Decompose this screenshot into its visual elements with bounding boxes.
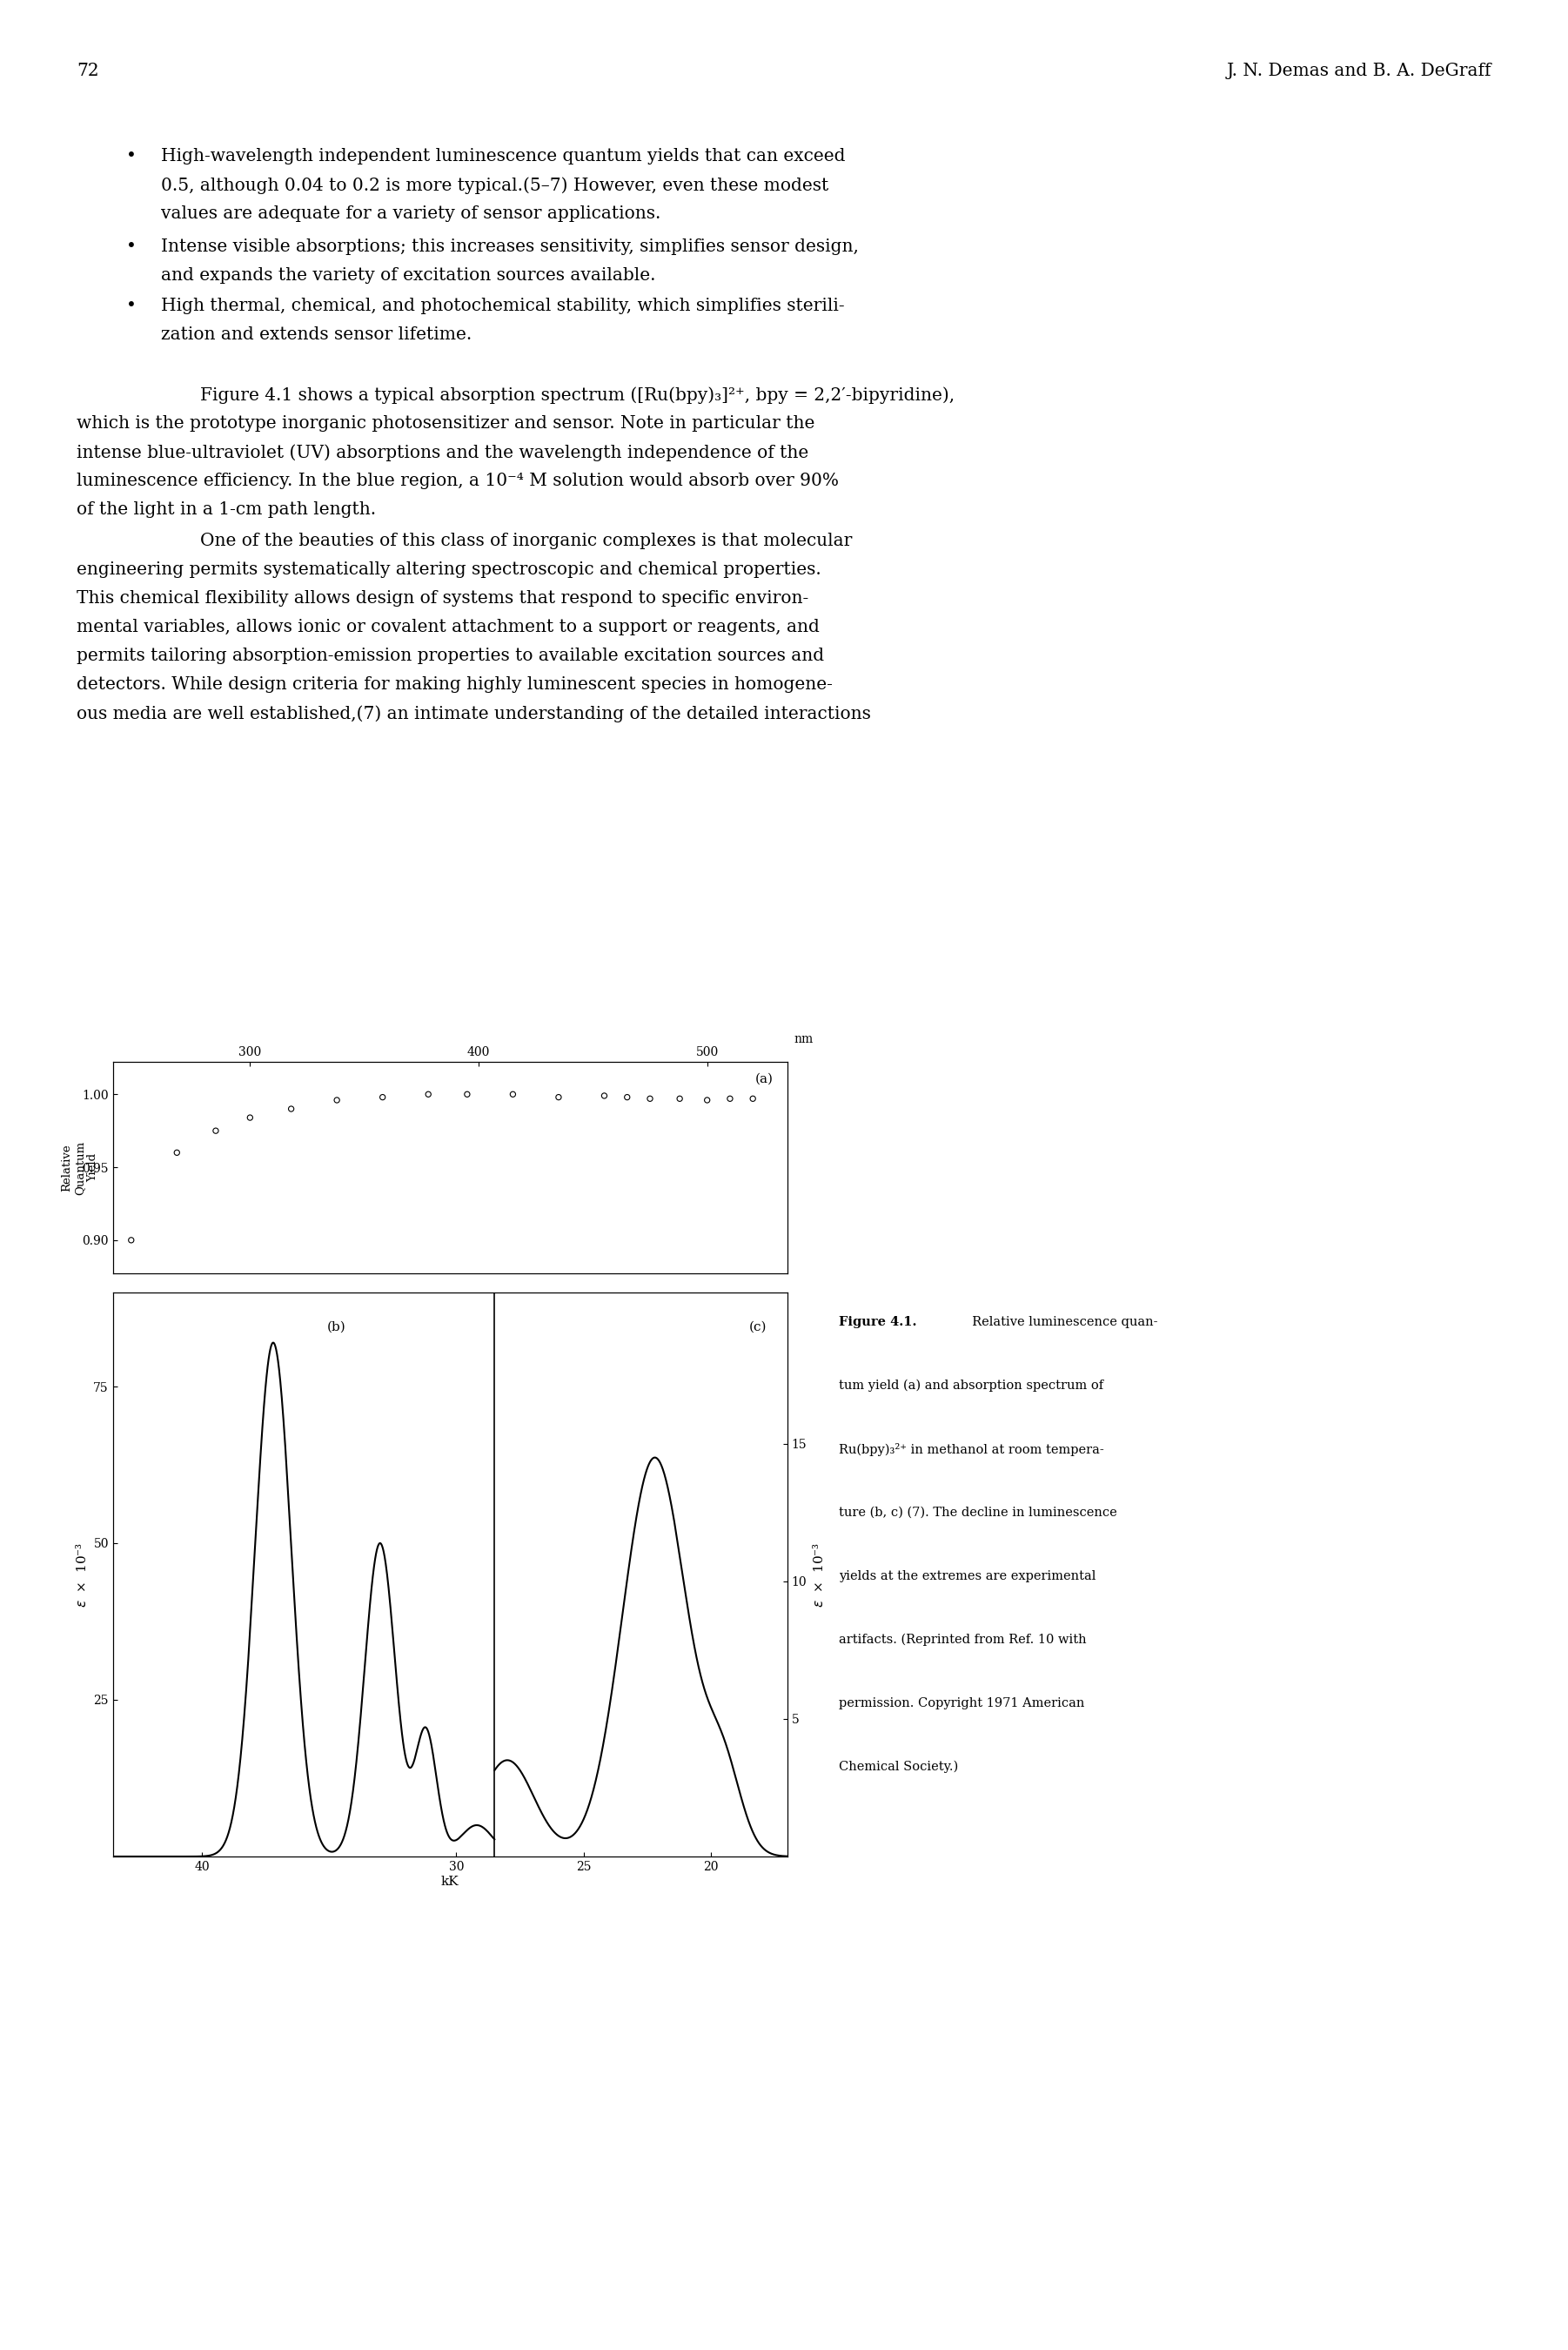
- Text: (b): (b): [326, 1321, 345, 1332]
- Point: [119, 1222, 144, 1260]
- Text: luminescence efficiency. In the blue region, a 10⁻⁴ M solution would absorb over: luminescence efficiency. In the blue reg…: [77, 472, 839, 489]
- Text: Figure 4.1 shows a typical absorption spectrum ([Ru(bpy)₃]²⁺, bpy = 2,2′-bipyrid: Figure 4.1 shows a typical absorption sp…: [201, 385, 955, 404]
- Text: Relative luminescence quan-: Relative luminescence quan-: [964, 1316, 1157, 1328]
- Text: •: •: [125, 237, 136, 256]
- Point: [165, 1133, 190, 1170]
- Y-axis label: $\varepsilon$  ×  10⁻³: $\varepsilon$ × 10⁻³: [75, 1542, 88, 1607]
- Text: mental variables, allows ionic or covalent attachment to a support or reagents, : mental variables, allows ionic or covale…: [77, 618, 820, 634]
- Y-axis label: Relative
Quantum
Yield: Relative Quantum Yield: [61, 1140, 99, 1196]
- Text: •: •: [125, 148, 136, 164]
- Point: [740, 1081, 765, 1119]
- Text: permission. Copyright 1971 American: permission. Copyright 1971 American: [839, 1697, 1085, 1708]
- Text: High-wavelength independent luminescence quantum yields that can exceed: High-wavelength independent luminescence…: [162, 148, 845, 164]
- Point: [204, 1112, 229, 1149]
- Text: Chemical Society.): Chemical Society.): [839, 1760, 958, 1774]
- Point: [455, 1076, 480, 1114]
- Text: Ru(bpy)₃²⁺ in methanol at room tempera-: Ru(bpy)₃²⁺ in methanol at room tempera-: [839, 1443, 1104, 1457]
- Point: [718, 1081, 743, 1119]
- Text: tum yield (a) and absorption spectrum of: tum yield (a) and absorption spectrum of: [839, 1379, 1104, 1391]
- Point: [695, 1081, 720, 1119]
- Point: [615, 1079, 640, 1116]
- Text: 72: 72: [77, 63, 99, 80]
- Point: [546, 1079, 571, 1116]
- Text: nm: nm: [793, 1034, 814, 1046]
- Text: of the light in a 1-cm path length.: of the light in a 1-cm path length.: [77, 501, 376, 517]
- Text: High thermal, chemical, and photochemical stability, which simplifies sterili-: High thermal, chemical, and photochemica…: [162, 298, 845, 315]
- Text: engineering permits systematically altering spectroscopic and chemical propertie: engineering permits systematically alter…: [77, 562, 822, 578]
- Point: [416, 1076, 441, 1114]
- Text: detectors. While design criteria for making highly luminescent species in homoge: detectors. While design criteria for mak…: [77, 677, 833, 693]
- Text: This chemical flexibility allows design of systems that respond to specific envi: This chemical flexibility allows design …: [77, 590, 809, 606]
- Text: ous media are well established,(7) an intimate understanding of the detailed int: ous media are well established,(7) an in…: [77, 705, 870, 721]
- Point: [237, 1100, 262, 1137]
- Text: which is the prototype inorganic photosensitizer and sensor. Note in particular : which is the prototype inorganic photose…: [77, 416, 815, 432]
- Point: [638, 1081, 663, 1119]
- X-axis label: kK: kK: [441, 1875, 459, 1887]
- Point: [325, 1081, 350, 1119]
- Text: J. N. Demas and B. A. DeGraff: J. N. Demas and B. A. DeGraff: [1226, 63, 1491, 80]
- Text: (c): (c): [750, 1321, 767, 1332]
- Text: Intense visible absorptions; this increases sensitivity, simplifies sensor desig: Intense visible absorptions; this increa…: [162, 237, 859, 256]
- Text: intense blue-ultraviolet (UV) absorptions and the wavelength independence of the: intense blue-ultraviolet (UV) absorption…: [77, 444, 809, 461]
- Text: zation and extends sensor lifetime.: zation and extends sensor lifetime.: [162, 327, 472, 343]
- Text: ture (b, c) (7). The decline in luminescence: ture (b, c) (7). The decline in luminesc…: [839, 1506, 1116, 1518]
- Text: permits tailoring absorption-emission properties to available excitation sources: permits tailoring absorption-emission pr…: [77, 649, 825, 665]
- Text: One of the beauties of this class of inorganic complexes is that molecular: One of the beauties of this class of ino…: [201, 533, 851, 550]
- Text: artifacts. (Reprinted from Ref. 10 with: artifacts. (Reprinted from Ref. 10 with: [839, 1633, 1087, 1645]
- Text: values are adequate for a variety of sensor applications.: values are adequate for a variety of sen…: [162, 204, 660, 221]
- Point: [591, 1076, 616, 1114]
- Y-axis label: $\varepsilon$  ×  10⁻³: $\varepsilon$ × 10⁻³: [812, 1542, 825, 1607]
- Point: [666, 1081, 691, 1119]
- Text: and expands the variety of excitation sources available.: and expands the variety of excitation so…: [162, 268, 655, 284]
- Text: Figure 4.1.: Figure 4.1.: [839, 1316, 917, 1328]
- Text: •: •: [125, 298, 136, 315]
- Point: [279, 1090, 304, 1128]
- Text: (a): (a): [756, 1072, 773, 1086]
- Point: [370, 1079, 395, 1116]
- Text: 0.5, although 0.04 to 0.2 is more typical.(5–7) However, even these modest: 0.5, although 0.04 to 0.2 is more typica…: [162, 176, 828, 193]
- Text: yields at the extremes are experimental: yields at the extremes are experimental: [839, 1570, 1096, 1582]
- Point: [500, 1076, 525, 1114]
